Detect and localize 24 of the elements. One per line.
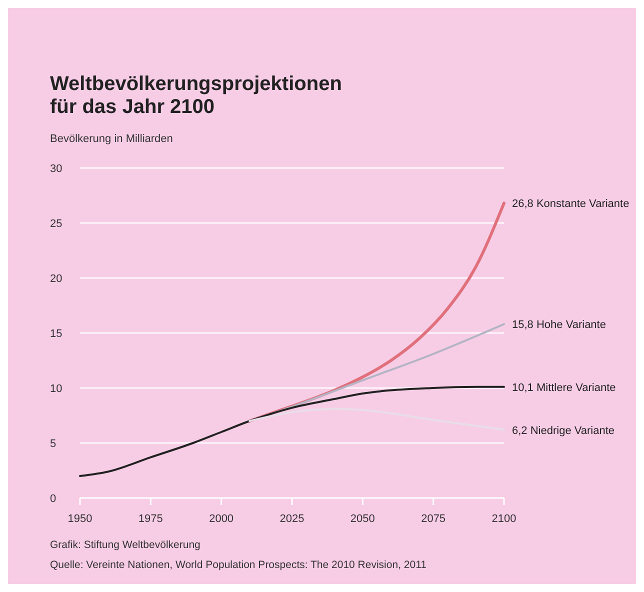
y-tick-label: 10 (50, 383, 62, 395)
text: 26,8 Konstante Variante (512, 198, 630, 210)
line-series (79, 386, 505, 477)
y-tick-label: 0 (50, 493, 56, 505)
text: 10,1 Mittlere Variante (512, 382, 616, 394)
x-tick-label: 1950 (68, 513, 92, 525)
x-tick-label: 2100 (492, 513, 516, 525)
text: Grafik: Stiftung Weltbevölkerung (50, 539, 201, 551)
y-tick-label: 20 (50, 273, 62, 285)
text: 6,2 Niedrige Variante (512, 424, 615, 437)
text: 15,8 Hohe Variante (512, 319, 606, 332)
line-series (248, 408, 505, 431)
y-tick-label: 25 (50, 218, 62, 230)
y-tick-label: 30 (50, 163, 62, 175)
chart-title: Weltbevölkerungsprojektionen für das Jahr 2100 (50, 73, 342, 118)
y-axis-title: Bevölkerung in Milliarden (50, 133, 173, 145)
x-tick-label: 2050 (350, 513, 375, 525)
x-tick-label: 2075 (421, 513, 446, 525)
x-tick-label: 2000 (209, 513, 234, 525)
y-tick-label: 15 (50, 328, 62, 340)
y-tick-label: 5 (50, 438, 56, 450)
x-tick-label: 2025 (280, 513, 304, 525)
x-tick-label: 1975 (138, 513, 163, 525)
source-note: Quelle: Vereinte Nationen, World Population Prospects: The 2010 Revision, 2011 (50, 559, 427, 571)
